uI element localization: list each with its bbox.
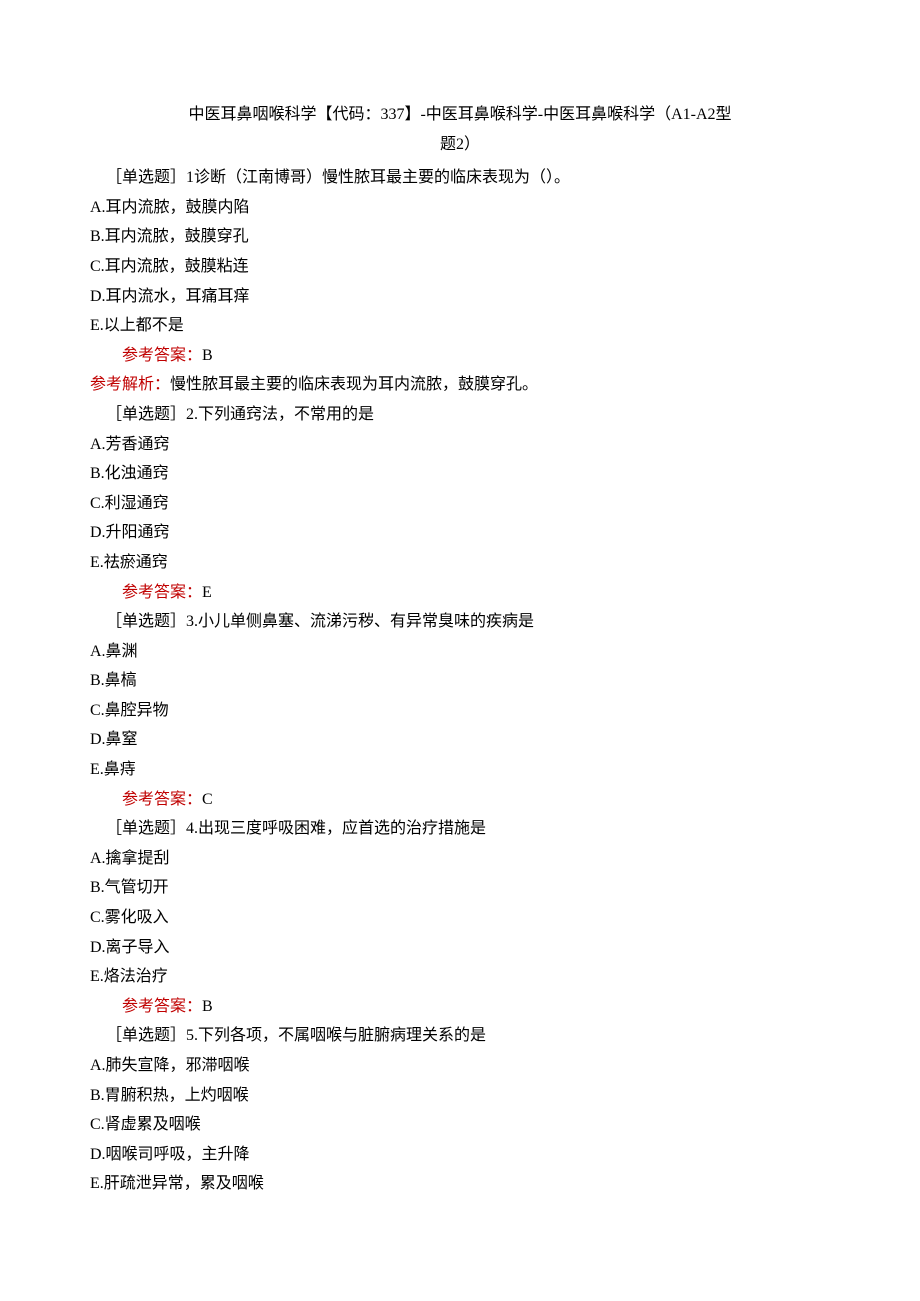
question-text: ［单选题］4.出现三度呼吸困难，应首选的治疗措施是 — [90, 814, 830, 844]
question-option: A.擒拿提刮 — [90, 844, 830, 874]
question-block: ［单选题］4.出现三度呼吸困难，应首选的治疗措施是A.擒拿提刮B.气管切开C.雾… — [90, 814, 830, 1021]
question-option: A.鼻渊 — [90, 637, 830, 667]
document-title: 中医耳鼻咽喉科学【代码：337】-中医耳鼻喉科学-中医耳鼻喉科学（A1-A2型 … — [90, 100, 830, 159]
question-option: B.气管切开 — [90, 873, 830, 903]
title-line-2: 题2） — [90, 130, 830, 160]
question-option: C.利湿通窍 — [90, 489, 830, 519]
answer-line: 参考答案：E — [90, 578, 830, 608]
answer-line: 参考答案：B — [90, 992, 830, 1022]
question-option: A.肺失宣降，邪滞咽喉 — [90, 1051, 830, 1081]
question-option: B.耳内流脓，鼓膜穿孔 — [90, 222, 830, 252]
question-option: E.以上都不是 — [90, 311, 830, 341]
question-option: E.肝疏泄异常，累及咽喉 — [90, 1169, 830, 1199]
answer-value: C — [202, 791, 213, 808]
question-option: A.耳内流脓，鼓膜内陷 — [90, 193, 830, 223]
answer-value: B — [202, 347, 213, 364]
analysis-label: 参考解析： — [90, 376, 170, 393]
question-option: D.耳内流水，耳痛耳痒 — [90, 282, 830, 312]
question-option: D.升阳通窍 — [90, 518, 830, 548]
question-option: B.胃腑积热，上灼咽喉 — [90, 1081, 830, 1111]
question-option: E.烙法治疗 — [90, 962, 830, 992]
analysis-text: 慢性脓耳最主要的临床表现为耳内流脓，鼓膜穿孔。 — [170, 376, 538, 393]
answer-label: 参考答案： — [122, 347, 202, 364]
answer-value: B — [202, 998, 213, 1015]
question-option: D.鼻窒 — [90, 725, 830, 755]
question-block: ［单选题］3.小儿单侧鼻塞、流涕污秽、有异常臭味的疾病是A.鼻渊B.鼻槁C.鼻腔… — [90, 607, 830, 814]
question-option: C.肾虚累及咽喉 — [90, 1110, 830, 1140]
questions-container: ［单选题］1诊断（江南博哥）慢性脓耳最主要的临床表现为（）。A.耳内流脓，鼓膜内… — [90, 163, 830, 1199]
question-option: C.雾化吸入 — [90, 903, 830, 933]
question-option: B.化浊通窍 — [90, 459, 830, 489]
answer-label: 参考答案： — [122, 998, 202, 1015]
answer-line: 参考答案：C — [90, 785, 830, 815]
question-option: A.芳香通窍 — [90, 430, 830, 460]
question-block: ［单选题］1诊断（江南博哥）慢性脓耳最主要的临床表现为（）。A.耳内流脓，鼓膜内… — [90, 163, 830, 400]
answer-value: E — [202, 584, 212, 601]
question-text: ［单选题］1诊断（江南博哥）慢性脓耳最主要的临床表现为（）。 — [90, 163, 830, 193]
question-text: ［单选题］2.下列通窍法，不常用的是 — [90, 400, 830, 430]
question-option: C.鼻腔异物 — [90, 696, 830, 726]
answer-label: 参考答案： — [122, 791, 202, 808]
title-line-1: 中医耳鼻咽喉科学【代码：337】-中医耳鼻喉科学-中医耳鼻喉科学（A1-A2型 — [90, 100, 830, 130]
question-option: D.离子导入 — [90, 933, 830, 963]
question-option: D.咽喉司呼吸，主升降 — [90, 1140, 830, 1170]
answer-line: 参考答案：B — [90, 341, 830, 371]
question-option: B.鼻槁 — [90, 666, 830, 696]
analysis-line: 参考解析：慢性脓耳最主要的临床表现为耳内流脓，鼓膜穿孔。 — [90, 370, 830, 400]
question-text: ［单选题］5.下列各项，不属咽喉与脏腑病理关系的是 — [90, 1021, 830, 1051]
question-option: C.耳内流脓，鼓膜粘连 — [90, 252, 830, 282]
answer-label: 参考答案： — [122, 584, 202, 601]
question-option: E.鼻痔 — [90, 755, 830, 785]
question-text: ［单选题］3.小儿单侧鼻塞、流涕污秽、有异常臭味的疾病是 — [90, 607, 830, 637]
question-block: ［单选题］5.下列各项，不属咽喉与脏腑病理关系的是A.肺失宣降，邪滞咽喉B.胃腑… — [90, 1021, 830, 1199]
question-option: E.祛瘀通窍 — [90, 548, 830, 578]
question-block: ［单选题］2.下列通窍法，不常用的是A.芳香通窍B.化浊通窍C.利湿通窍D.升阳… — [90, 400, 830, 607]
